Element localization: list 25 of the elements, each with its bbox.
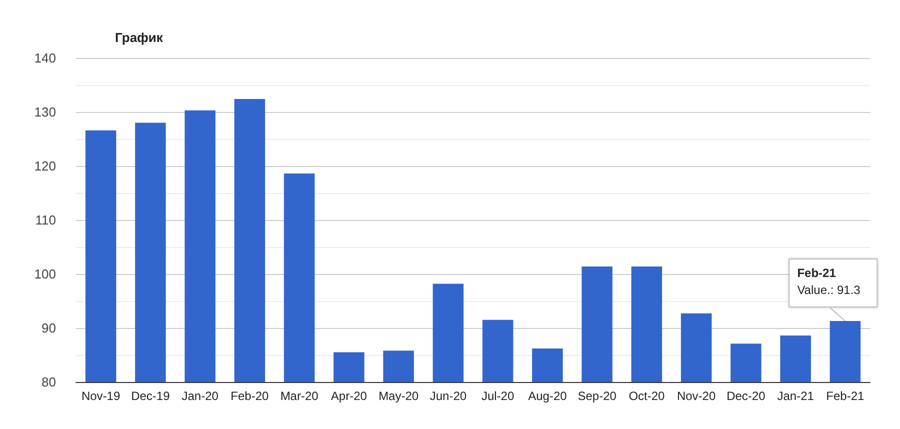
x-tick-label: Apr-20 (330, 389, 368, 403)
y-tick-label: 90 (42, 320, 56, 336)
x-tick-label: Jan-21 (777, 389, 814, 403)
x-tick-label: Nov-19 (81, 389, 120, 403)
x-tick-label: Feb-20 (230, 389, 270, 403)
y-tick-label: 120 (34, 158, 56, 174)
y-tick-label: 80 (42, 374, 56, 390)
x-tick-label: Nov-20 (676, 389, 716, 403)
y-tick-label: 110 (35, 212, 56, 228)
x-tick-label: Dec-20 (726, 389, 766, 403)
y-tick-label: 140 (34, 50, 56, 66)
x-tick-label: May-20 (378, 389, 419, 403)
annotation: Feb-21 Value.: 91.3 (797, 266, 861, 297)
x-tick-label: Sep-20 (578, 389, 617, 403)
x-tick-label: Dec-19 (131, 389, 170, 403)
x-tick-label: Aug-20 (528, 389, 568, 403)
y-tick-label: 100 (34, 266, 56, 282)
x-tick-label: Jan-20 (182, 389, 219, 403)
x-tick-label: Oct-20 (628, 389, 666, 403)
y-tick-label: 130 (34, 104, 56, 120)
x-tick-label: Jul-20 (481, 389, 514, 403)
x-tick-label: Feb-21 (826, 389, 865, 403)
x-tick-label: Mar-20 (280, 389, 319, 403)
x-tick-label: Jun-20 (430, 389, 467, 403)
chart-title: График (115, 30, 164, 45)
